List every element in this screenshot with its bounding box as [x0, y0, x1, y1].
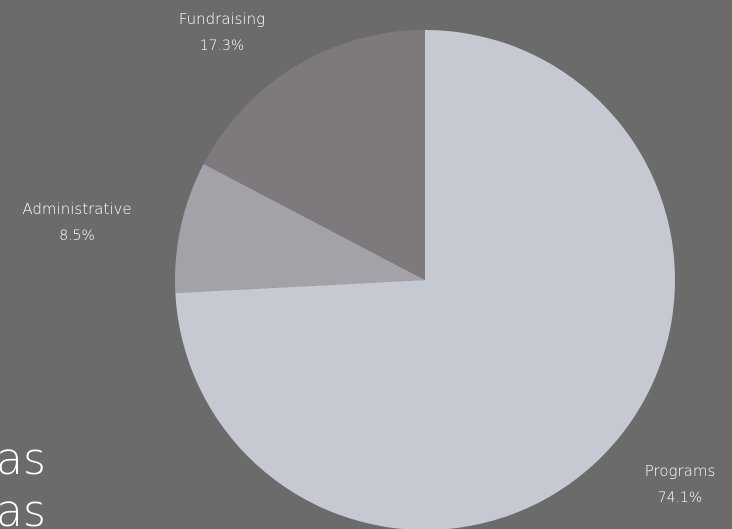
- slice-value-administrative: 8.5%: [59, 228, 95, 244]
- slice-value-fundraising: 17.3%: [200, 38, 244, 54]
- pie-slice-fundraising: [203, 30, 425, 280]
- pie-slice-administrative: [175, 163, 425, 293]
- background-text-fragment-2: as: [0, 486, 46, 529]
- slice-value-programs: 74.1%: [658, 490, 702, 506]
- slice-label-administrative: Administrative: [22, 200, 131, 218]
- pie-slices: [175, 30, 675, 529]
- slice-label-fundraising: Fundraising: [179, 10, 265, 28]
- slice-label-programs: Programs: [645, 462, 716, 480]
- pie-slice-programs: [175, 30, 675, 529]
- pie-labels: Programs 74.1% Administrative 8.5% Fundraisi…: [22, 10, 715, 506]
- background-text-fragment-1: as: [0, 434, 46, 485]
